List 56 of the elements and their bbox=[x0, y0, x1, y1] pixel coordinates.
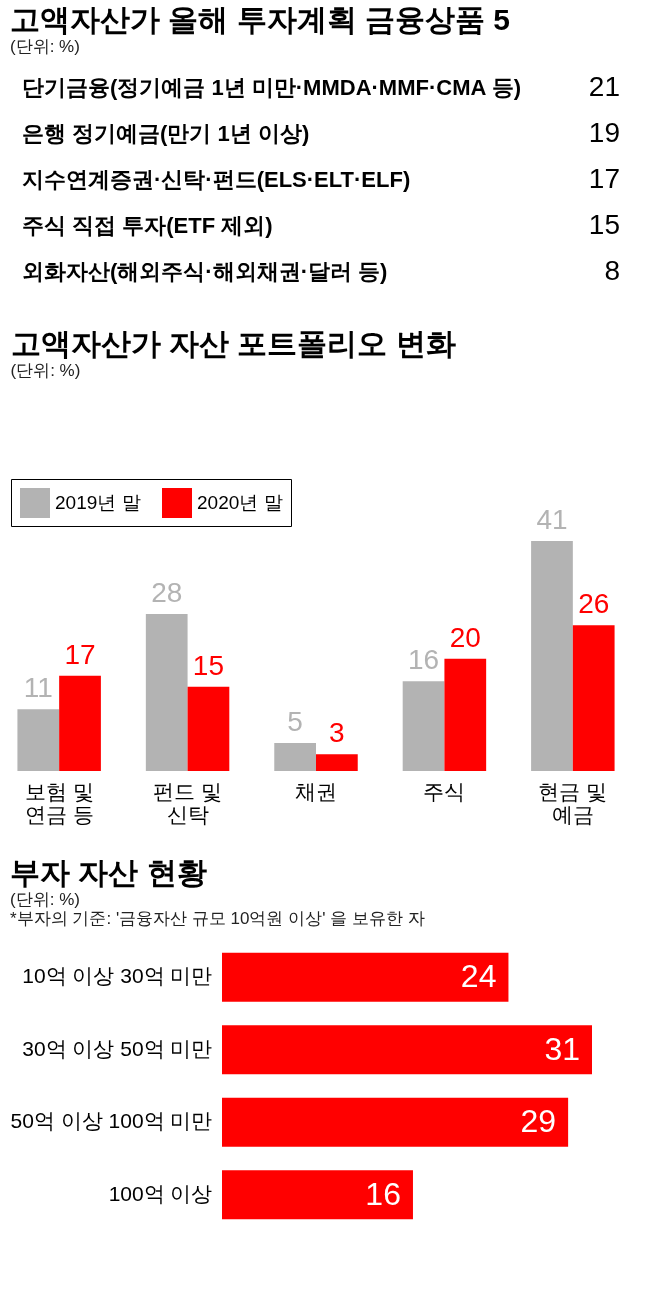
legend-label: 2019년 말 bbox=[55, 492, 141, 513]
bar bbox=[222, 1097, 569, 1147]
chart-title: 고액자산가 자산 포트폴리오 변화 bbox=[10, 326, 456, 360]
x-tick-label: 현금 및 예금 bbox=[538, 779, 608, 826]
bar bbox=[17, 709, 60, 771]
bar bbox=[222, 952, 509, 1002]
bar bbox=[402, 681, 445, 771]
legend-label: 2020년 말 bbox=[197, 492, 283, 513]
chart-title: 부자 자산 현황 bbox=[10, 856, 207, 889]
data-label: 31 bbox=[544, 1030, 580, 1067]
data-label: 15 bbox=[192, 649, 225, 681]
y-tick-label: 10억 이상 30억 미만 bbox=[22, 964, 213, 988]
category-label: 주식 직접 투자(ETF 제외) bbox=[22, 213, 273, 238]
chart-subtitle: (단위: %) bbox=[10, 360, 81, 380]
data-label: 29 bbox=[520, 1103, 557, 1140]
text: (단위: %) bbox=[10, 890, 80, 909]
y-tick-label: 100억 이상 bbox=[108, 1181, 213, 1205]
bar bbox=[531, 541, 573, 771]
data-label: 26 bbox=[578, 588, 610, 620]
text: 고액자산가 올해 투자계획 금융상품 5 bbox=[10, 3, 511, 36]
bar bbox=[444, 658, 487, 771]
data-label: 5 bbox=[287, 705, 303, 737]
category-label: 지수연계증권·신탁·펀드(ELS·ELT·ELF) bbox=[22, 167, 411, 192]
data-label: 17 bbox=[64, 638, 96, 670]
data-label: 15 bbox=[588, 209, 620, 240]
bar bbox=[145, 613, 188, 771]
x-tick-label: 보험 및 연금 등 bbox=[24, 779, 94, 826]
text: (단위: %) bbox=[10, 37, 80, 56]
bar bbox=[316, 754, 358, 771]
data-label: 16 bbox=[365, 1175, 401, 1212]
bar bbox=[187, 686, 230, 771]
bar bbox=[222, 1025, 592, 1075]
data-label: 16 bbox=[407, 644, 440, 676]
y-tick-label: 30억 이상 50억 미만 bbox=[22, 1036, 213, 1060]
data-label: 41 bbox=[536, 504, 568, 535]
data-label: 17 bbox=[588, 163, 620, 194]
data-label: 20 bbox=[449, 621, 481, 653]
data-label: 11 bbox=[23, 672, 53, 704]
data-label: 21 bbox=[588, 71, 620, 102]
category-label: 단기금융(정기예금 1년 미만·MMDA·MMF·CMA 등) bbox=[22, 75, 522, 100]
bar bbox=[572, 625, 615, 771]
y-tick-label: 50억 이상 100억 미만 bbox=[10, 1109, 213, 1133]
bar bbox=[222, 1170, 413, 1220]
x-tick-label: 펀드 및 신탁 bbox=[153, 779, 222, 826]
data-label: 8 bbox=[604, 255, 620, 286]
x-tick-label: 채권 bbox=[295, 779, 337, 803]
data-label: 24 bbox=[460, 958, 497, 995]
bar bbox=[59, 675, 101, 771]
data-label: 19 bbox=[588, 117, 620, 148]
bar bbox=[274, 742, 316, 771]
data-label: 3 bbox=[329, 717, 345, 749]
category-label: 외화자산(해외주식·해외채권·달러 등) bbox=[22, 259, 388, 284]
x-tick-label: 주식 bbox=[423, 779, 466, 803]
data-label: 28 bbox=[151, 576, 183, 608]
category-label: 은행 정기예금(만기 1년 이상) bbox=[22, 121, 310, 146]
text: *부자의 기준: '금융자산 규모 10억원 이상' 을 보유한 자 bbox=[10, 909, 425, 928]
